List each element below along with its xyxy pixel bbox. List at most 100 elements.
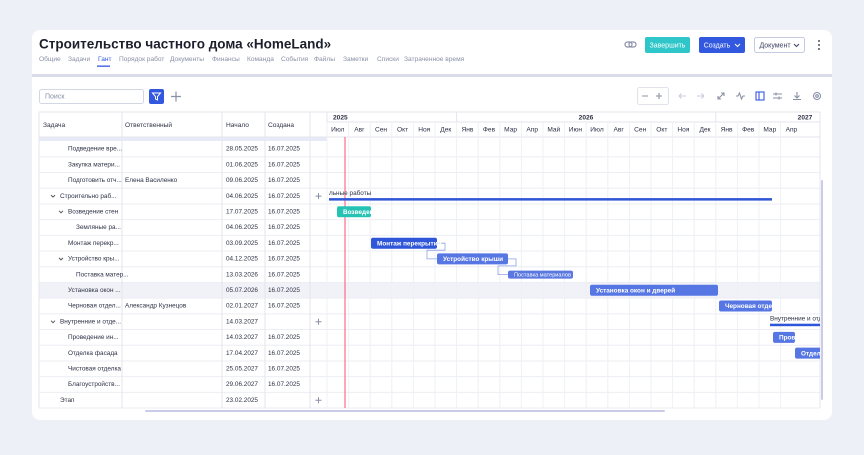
v-scrollbar[interactable] [821, 180, 823, 400]
bar-label: Внутренние и отд [770, 315, 822, 322]
column-header: Создана [268, 122, 294, 129]
finish-button[interactable] [645, 37, 690, 53]
filter-button[interactable] [149, 89, 164, 104]
cell: 16.07.2025 [268, 224, 300, 231]
task-bar[interactable] [590, 284, 718, 296]
toolbar-icons [636, 86, 822, 106]
tab[interactable]: Общие [39, 55, 61, 63]
cell: Чистовая отделка [68, 365, 121, 372]
bar-label: Прове [779, 335, 799, 342]
create-button[interactable] [699, 37, 745, 53]
cell: 16.07.2025 [268, 381, 300, 388]
search-input[interactable] [39, 89, 144, 104]
task-bar[interactable] [795, 347, 825, 359]
cell: 04.06.2025 [226, 193, 258, 200]
search-placeholder: Поиск [45, 93, 65, 100]
bar-label: Монтаж перекрытий [377, 239, 442, 247]
month-label: Авг [354, 126, 365, 133]
task-bar[interactable] [371, 237, 437, 249]
tab[interactable]: Гант [98, 56, 112, 63]
tab[interactable]: События [281, 55, 309, 63]
cell: Монтаж перекр... [68, 240, 119, 247]
tab[interactable]: Финансы [212, 56, 240, 63]
tab[interactable]: Команда [247, 56, 274, 63]
month-label: Дек [440, 126, 451, 133]
expand-chevron[interactable] [50, 320, 56, 324]
month-label: Янв [721, 126, 733, 133]
tab[interactable]: Заметки [343, 56, 369, 63]
cell: Елена Василенко [125, 177, 178, 184]
cell: Возведение стен [68, 208, 119, 215]
cell: 16.07.2025 [268, 303, 300, 310]
add-button[interactable] [171, 91, 181, 102]
cell: 05.07.2026 [226, 287, 258, 294]
month-label: Окт [656, 126, 667, 133]
task-bar[interactable] [337, 206, 371, 218]
month-label: Июл [590, 126, 604, 133]
cell: 16.07.2025 [268, 161, 300, 168]
cell: 16.07.2025 [268, 146, 300, 153]
cell: Подготовить отч... [68, 177, 122, 184]
task-bar[interactable] [508, 270, 573, 279]
bar-label: Поставка материалов [514, 273, 571, 279]
cell: 28.05.2025 [226, 146, 258, 153]
dependency [426, 242, 446, 260]
cell: Внутренние и отде... [60, 318, 121, 325]
cell: 23.02.2025 [226, 397, 258, 404]
summary-bar [770, 323, 820, 327]
task-bar[interactable] [437, 253, 508, 265]
expand-chevron[interactable] [50, 194, 56, 198]
cell: 09.06.2025 [226, 177, 258, 184]
cell: Закупка матери... [68, 161, 120, 168]
tab[interactable]: Задачи [68, 56, 90, 63]
cell: 13.03.2026 [226, 271, 258, 278]
cell: Проведение ин... [68, 334, 119, 341]
cell: 04.06.2025 [226, 224, 258, 231]
month-label: Июн [569, 126, 583, 133]
tab[interactable]: Порядок работ [119, 55, 164, 63]
task-bar[interactable] [773, 331, 795, 343]
finish-label: Завершить [650, 42, 686, 49]
expand-chevron[interactable] [58, 257, 64, 261]
tab[interactable]: Документы [170, 56, 204, 63]
month-label: Ноя [677, 126, 689, 133]
month-label: Мар [763, 126, 776, 133]
year-label: 2027 [798, 114, 813, 121]
month-label: Сен [634, 126, 646, 133]
month-label: Апр [786, 126, 798, 133]
cell: 04.12.2025 [226, 256, 258, 263]
link-icon[interactable] [624, 41, 637, 48]
cell: Устройство кры... [68, 255, 120, 263]
add-subtask[interactable] [315, 193, 322, 200]
month-label: Окт [397, 126, 408, 133]
summary-bar [329, 198, 772, 201]
chevron [793, 43, 800, 48]
cell: 16.07.2025 [268, 193, 300, 200]
gantt-table: Июл Авг Сен Окт Ноя Дек Янв Фев Мар Апр Май Июн Июл А… [38, 111, 825, 412]
document-label: Документ [759, 42, 791, 49]
filter-icon [151, 92, 162, 101]
month-label: Апр [526, 126, 538, 133]
add-subtask[interactable] [315, 318, 322, 325]
h-scrollbar[interactable] [145, 410, 665, 412]
more-icon[interactable] [818, 40, 820, 50]
tab[interactable]: Затраченное время [404, 56, 465, 63]
add-subtask[interactable] [315, 397, 322, 404]
expand-chevron[interactable] [58, 210, 64, 214]
column-header: Начало [226, 122, 249, 129]
document-button[interactable] [754, 37, 805, 53]
task-bar[interactable] [719, 300, 772, 312]
cell: 16.07.2025 [268, 256, 300, 263]
cell: Строительно раб... [60, 192, 117, 200]
tab[interactable]: Файлы [314, 55, 335, 63]
tab[interactable]: Списки [377, 56, 399, 63]
bar-label: Устройство крыши [443, 255, 503, 263]
cell: 16.07.2025 [268, 350, 300, 357]
month-label: Ноя [418, 126, 430, 133]
page-title: Строительство частного дома «HomeLand» [39, 37, 331, 52]
cell: 16.07.2025 [268, 365, 300, 372]
cell: 29.06.2027 [226, 381, 258, 388]
month-label: Авг [613, 126, 624, 133]
